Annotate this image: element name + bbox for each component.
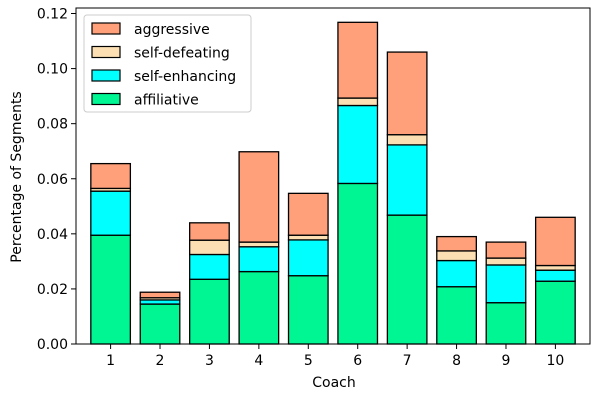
bar-self-enhancing-coach-5	[287, 239, 329, 277]
x-tick-label: 6	[353, 353, 362, 369]
bar-aggressive-coach-5	[287, 192, 329, 236]
legend-label-self-enhancing: self-enhancing	[134, 69, 236, 85]
legend-swatch-self-defeating	[91, 45, 121, 59]
bar-affiliative-coach-10	[534, 280, 576, 345]
bar-aggressive-coach-1	[90, 162, 132, 190]
bar-self-enhancing-coach-3	[189, 253, 230, 280]
bar-aggressive-coach-3	[189, 222, 230, 241]
bar-self-enhancing-coach-1	[90, 190, 132, 236]
bar-affiliative-coach-2	[139, 303, 181, 345]
bar-affiliative-coach-7	[386, 214, 428, 345]
bar-self-defeating-coach-10	[534, 264, 576, 271]
bar-aggressive-coach-6	[337, 21, 379, 99]
legend: aggressive self-defeating self-enhancing af…	[83, 14, 252, 113]
legend-label-affiliative: affiliative	[134, 93, 199, 109]
bar-affiliative-coach-9	[485, 302, 527, 345]
x-tick-label: 3	[205, 353, 214, 369]
y-tick-label: 0.08	[37, 117, 68, 133]
bar-aggressive-coach-10	[534, 216, 576, 267]
legend-swatch-affiliative	[91, 92, 121, 106]
bar-aggressive-coach-4	[238, 151, 280, 243]
bar-self-enhancing-coach-9	[485, 264, 527, 304]
bar-self-enhancing-coach-7	[386, 144, 428, 216]
ticks-layer: 1 2 3 4 5 6 7 8 9 10 0.00 0.02 0.04 0.06 0.08 0.10 0.12	[37, 7, 564, 369]
x-tick-label: 10	[546, 353, 564, 369]
bar-self-defeating-coach-8	[436, 250, 477, 262]
y-axis-label: Percentage of Segments	[9, 91, 25, 262]
bar-self-enhancing-coach-10	[534, 269, 576, 282]
y-tick-label: 0.04	[37, 227, 68, 243]
legend-label-self-defeating: self-defeating	[134, 46, 230, 62]
plot-frame	[75, 7, 591, 345]
legend-label-aggressive: aggressive	[134, 22, 210, 38]
bar-self-enhancing-coach-4	[238, 246, 280, 273]
bar-affiliative-coach-3	[189, 278, 230, 345]
bar-self-defeating-coach-5	[287, 234, 329, 241]
bar-affiliative-coach-5	[287, 275, 329, 345]
y-tick-label: 0.06	[37, 172, 68, 188]
bar-self-defeating-coach-3	[189, 239, 230, 256]
x-axis-label: Coach	[312, 375, 356, 390]
y-tick-label: 0.12	[37, 7, 68, 23]
bar-aggressive-coach-2	[139, 291, 181, 299]
y-tick-label: 0.10	[37, 62, 68, 78]
bar-self-enhancing-coach-6	[337, 104, 379, 185]
legend-swatch-aggressive	[91, 22, 121, 35]
x-tick-label: 9	[502, 353, 511, 369]
x-tick-label: 5	[304, 353, 313, 369]
legend-swatch-self-enhancing	[91, 69, 121, 82]
bar-self-defeating-coach-6	[337, 97, 379, 107]
x-tick-label: 2	[156, 353, 165, 369]
bar-aggressive-coach-9	[485, 241, 527, 259]
y-tick-label: 0.00	[37, 337, 68, 353]
x-tick-label: 1	[106, 353, 115, 369]
x-tick-label: 7	[403, 353, 412, 369]
bar-aggressive-coach-7	[386, 51, 428, 136]
bar-affiliative-coach-6	[337, 182, 379, 345]
bar-affiliative-coach-1	[90, 234, 132, 345]
axes-layer	[75, 7, 591, 345]
bar-aggressive-coach-8	[436, 235, 477, 252]
bar-affiliative-coach-8	[436, 286, 477, 345]
legend-box	[83, 14, 252, 113]
bar-self-enhancing-coach-8	[436, 259, 477, 288]
bars-layer	[90, 21, 576, 345]
bar-self-defeating-coach-9	[485, 257, 527, 266]
bar-affiliative-coach-4	[238, 270, 280, 345]
bar-self-defeating-coach-7	[386, 134, 428, 146]
x-tick-label: 4	[254, 353, 263, 369]
y-tick-label: 0.02	[37, 282, 68, 298]
x-tick-label: 8	[452, 353, 461, 369]
bar-self-defeating-coach-4	[238, 241, 280, 248]
